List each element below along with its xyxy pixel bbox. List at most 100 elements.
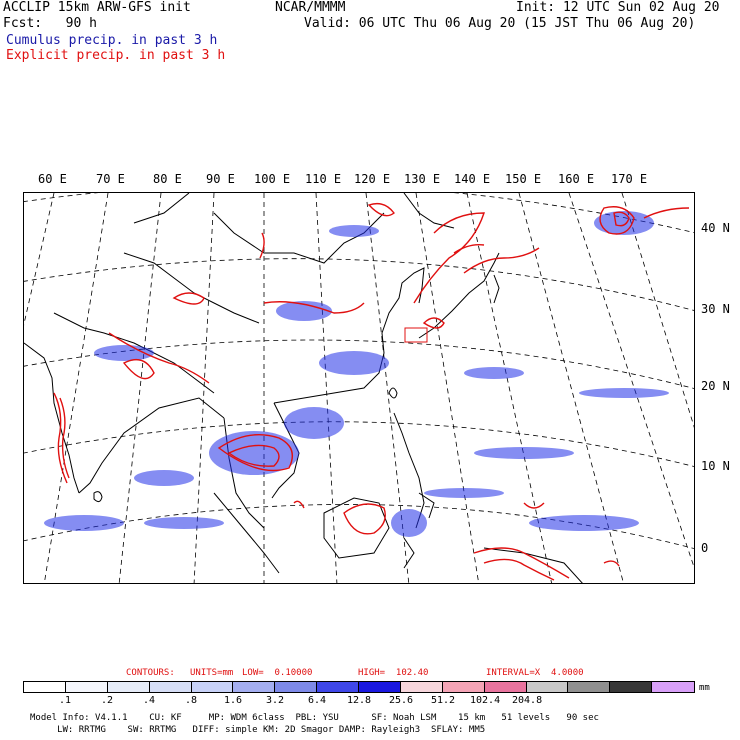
lat-line-10n (24, 421, 694, 467)
explicit-contour (108, 332, 210, 384)
explicit-contour (463, 247, 540, 274)
coast-sumatra (213, 492, 280, 574)
colorbar-label: 3.2 (266, 695, 285, 706)
cumulus-area (529, 515, 639, 531)
coast-india-east (78, 397, 225, 494)
lon-label: 120 E (354, 172, 391, 186)
lat-label: 0 (701, 541, 709, 555)
region-box (404, 327, 428, 343)
border-mongolia (213, 212, 385, 264)
explicit-contour (217, 433, 293, 472)
cumulus-area (579, 388, 669, 398)
init-time: Init: 12 UTC Sun 02 Aug 20 (516, 0, 720, 15)
colorbar-swatch (652, 682, 694, 692)
colorbar-label: 51.2 (431, 695, 456, 706)
colorbar-swatch (442, 682, 485, 692)
border-himalaya (53, 312, 215, 394)
lat-label: 30 N (701, 302, 730, 316)
explicit-contour (59, 397, 70, 479)
explicit-contour (643, 207, 690, 219)
colorbar-swatch (484, 682, 527, 692)
explicit-contour (293, 500, 305, 509)
explicit-contour (453, 243, 485, 254)
colorbar-label: .4 (143, 695, 156, 706)
coast-taiwan (388, 387, 398, 399)
explicit-contour (172, 292, 205, 305)
colorbar-swatch (24, 682, 66, 692)
colorbar-swatch (568, 682, 611, 692)
colorbar-label: 102.4 (470, 695, 501, 706)
meridian-line (118, 193, 162, 583)
meridian-line (568, 193, 694, 569)
lat-line-40n (24, 193, 694, 233)
colorbar-swatch (359, 682, 401, 692)
explicit-contour (413, 212, 485, 304)
meridian-line (43, 193, 109, 583)
coast-philippines-south (418, 492, 435, 519)
footer-model-info: Model Info: V4.1.1 CU: KF MP: WDM 6class… (30, 713, 599, 723)
lat-line-30n (24, 258, 694, 311)
cumulus-area (94, 345, 154, 361)
explicit-contour (227, 444, 280, 467)
border-china-west (123, 252, 260, 324)
lat-label: 20 N (701, 379, 730, 393)
map-canvas (24, 193, 694, 583)
coast-india-west (24, 342, 80, 494)
lon-label: 100 E (254, 172, 291, 186)
lon-label: 130 E (404, 172, 441, 186)
coast-south-china (273, 332, 385, 404)
explicit-contour (613, 211, 630, 227)
meridian-line (621, 193, 694, 428)
colorbar-label: .8 (185, 695, 198, 706)
explicit-contour (473, 547, 570, 579)
colorbar-swatch (191, 682, 234, 692)
explicit-contour (53, 392, 68, 484)
explicit-contour (122, 359, 155, 380)
meridian-line (315, 193, 338, 583)
lat-label: 40 N (701, 221, 730, 235)
cumulus-area (319, 351, 389, 375)
colorbar-label: 6.4 (308, 695, 327, 706)
colorbar-swatch (400, 682, 443, 692)
explicit-precip (53, 202, 690, 581)
cumulus-area (276, 301, 332, 321)
center-label: NCAR/MMMM (275, 0, 346, 15)
colorbar-swatch (233, 682, 276, 692)
coast-sri-lanka (93, 491, 103, 503)
plot-title: ACCLIP 15km ARW-GFS init (3, 0, 191, 15)
colorbar-label: 25.6 (389, 695, 414, 706)
colorbar-label: .1 (59, 695, 72, 706)
cumulus-area (144, 517, 224, 529)
footer-physics-info: LW: RRTMG SW: RRTMG DIFF: simple KM: 2D … (30, 725, 486, 735)
lat-label: 10 N (701, 459, 730, 473)
interval-label: INTERVAL=X 4.0000 (486, 668, 584, 678)
explicit-contour (599, 206, 635, 235)
explicit-contour (259, 232, 265, 259)
coast-japan-east (493, 274, 500, 304)
coast-east-china-korea (381, 267, 425, 334)
coast-borneo (323, 497, 390, 559)
legend-cumulus: Cumulus precip. in past 3 h (6, 33, 218, 48)
legend-explicit: Explicit precip. in past 3 h (6, 48, 226, 63)
colorbar-label: 12.8 (347, 695, 372, 706)
cumulus-area (474, 447, 574, 459)
explicit-contour (523, 502, 545, 509)
colorbar-swatch (149, 682, 192, 692)
colorbar-label: 204.8 (512, 695, 543, 706)
colorbar-swatch (317, 682, 359, 692)
explicit-contour (367, 202, 395, 217)
coast-japan (418, 252, 500, 339)
colorbar-unit: mm (699, 683, 710, 693)
explicit-contour (422, 317, 445, 329)
forecast-hour: Fcst: 90 h (3, 16, 97, 31)
high-label: HIGH= 102.40 (358, 668, 429, 678)
colorbar-swatch (65, 682, 108, 692)
lon-label: 70 E (96, 172, 125, 186)
units-label: UNITS=mm (190, 668, 234, 678)
colorbar-swatch (526, 682, 569, 692)
colorbar (23, 681, 695, 693)
cumulus-area (391, 509, 427, 537)
coast-sulawesi (403, 537, 415, 569)
cumulus-area (284, 407, 344, 439)
lon-label: 80 E (153, 172, 182, 186)
